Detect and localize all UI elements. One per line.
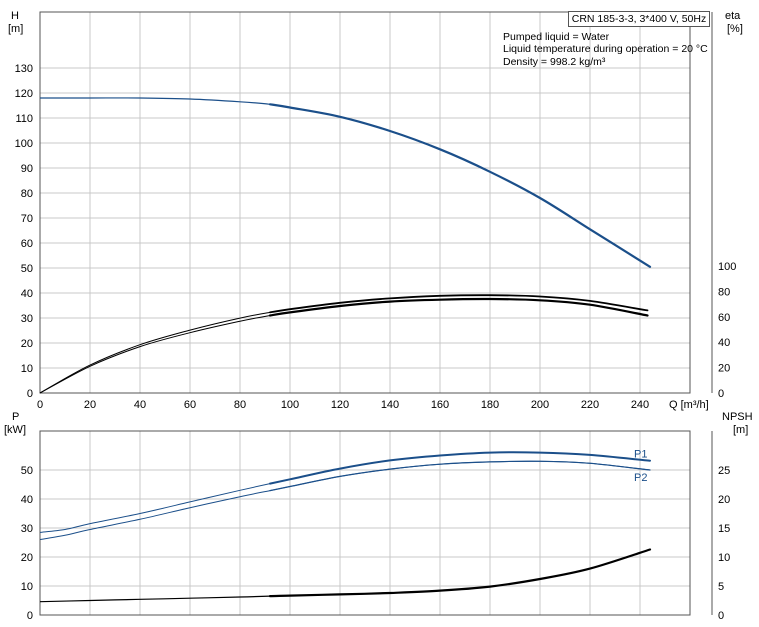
- p-tick-label: 40: [21, 494, 33, 506]
- npsh-tick-label: 0: [718, 610, 724, 622]
- npsh-curve-duty-range: [268, 548, 652, 598]
- liquid-temperature-line: Liquid temperature during operation = 20…: [503, 43, 708, 56]
- h-tick-label: 40: [21, 288, 33, 300]
- p-tick-label: 10: [21, 581, 33, 593]
- upper-plot-frame: [39, 11, 691, 394]
- npsh-axis-label: NPSH: [722, 411, 753, 423]
- p1-series-label: P1: [634, 449, 647, 461]
- h-tick-label: 130: [15, 63, 33, 75]
- npsh-tick-label: 20: [718, 494, 730, 506]
- eta-axis-unit: [%]: [727, 23, 743, 35]
- q-tick-label: 40: [134, 399, 146, 411]
- eta-tick-label: 0: [718, 388, 724, 400]
- q-axis-label: Q [m³/h]: [669, 399, 709, 411]
- lower-plot-frame: [39, 430, 691, 616]
- h-tick-label: 30: [21, 313, 33, 325]
- q-tick-label: 200: [531, 399, 549, 411]
- q-tick-label: 140: [381, 399, 399, 411]
- pumped-liquid-line: Pumped liquid = Water: [503, 31, 610, 43]
- npsh-axis-unit: [m]: [733, 424, 748, 436]
- h-tick-label: 70: [21, 213, 33, 225]
- q-tick-label: 80: [234, 399, 246, 411]
- p-tick-label: 0: [27, 610, 33, 622]
- efficiency-curve-upper-duty-range: [269, 294, 649, 314]
- npsh-tick-label: 10: [718, 552, 730, 564]
- h-tick-label: 110: [15, 113, 33, 125]
- npsh-tick-label: 25: [718, 465, 730, 477]
- efficiency-curve-upper: [39, 294, 648, 394]
- eta-tick-label: 80: [718, 286, 730, 298]
- pump-model-box: CRN 185-3-3, 3*400 V, 50Hz: [568, 11, 710, 27]
- h-axis-label: H: [11, 10, 19, 22]
- h-tick-label: 90: [21, 163, 33, 175]
- eta-axis-label: eta: [725, 10, 741, 22]
- h-tick-label: 0: [27, 388, 33, 400]
- p-tick-label: 30: [21, 523, 33, 535]
- q-tick-label: 160: [431, 399, 449, 411]
- p2-power-curve-duty-range: [269, 460, 651, 492]
- h-axis-unit: [m]: [8, 23, 23, 35]
- h-tick-label: 20: [21, 338, 33, 350]
- efficiency-curve-lower: [39, 298, 648, 394]
- h-tick-label: 10: [21, 363, 33, 375]
- p1-power-curve-duty-range: [269, 451, 651, 485]
- h-tick-label: 50: [21, 263, 33, 275]
- p-axis-label: P: [12, 411, 19, 423]
- head-curve: [40, 97, 651, 268]
- h-tick-label: 100: [15, 138, 33, 150]
- h-tick-label: 80: [21, 188, 33, 200]
- p-tick-label: 20: [21, 552, 33, 564]
- q-tick-label: 240: [631, 399, 649, 411]
- npsh-tick-label: 15: [718, 523, 730, 535]
- head-curve-duty-range: [268, 103, 652, 268]
- operating-conditions: Pumped liquid = Water Liquid temperature…: [503, 31, 708, 68]
- efficiency-curve-lower-duty-range: [268, 297, 649, 317]
- eta-tick-label: 40: [718, 337, 730, 349]
- p2-series-label: P2: [634, 472, 647, 484]
- q-tick-label: 220: [581, 399, 599, 411]
- eta-tick-label: 20: [718, 363, 730, 375]
- h-tick-label: 60: [21, 238, 33, 250]
- p-tick-label: 50: [21, 465, 33, 477]
- h-tick-label: 120: [15, 88, 33, 100]
- density-line: Density = 998.2 kg/m³: [503, 55, 606, 68]
- q-tick-label: 180: [481, 399, 499, 411]
- q-tick-label: 0: [37, 399, 43, 411]
- p1-power-curve: [39, 451, 651, 533]
- eta-tick-label: 100: [718, 261, 736, 273]
- q-tick-label: 60: [184, 399, 196, 411]
- p-axis-unit: [kW]: [4, 424, 26, 436]
- eta-tick-label: 60: [718, 312, 730, 324]
- q-tick-label: 20: [84, 399, 96, 411]
- npsh-tick-label: 5: [718, 581, 724, 593]
- q-tick-label: 120: [331, 399, 349, 411]
- q-tick-label: 100: [281, 399, 299, 411]
